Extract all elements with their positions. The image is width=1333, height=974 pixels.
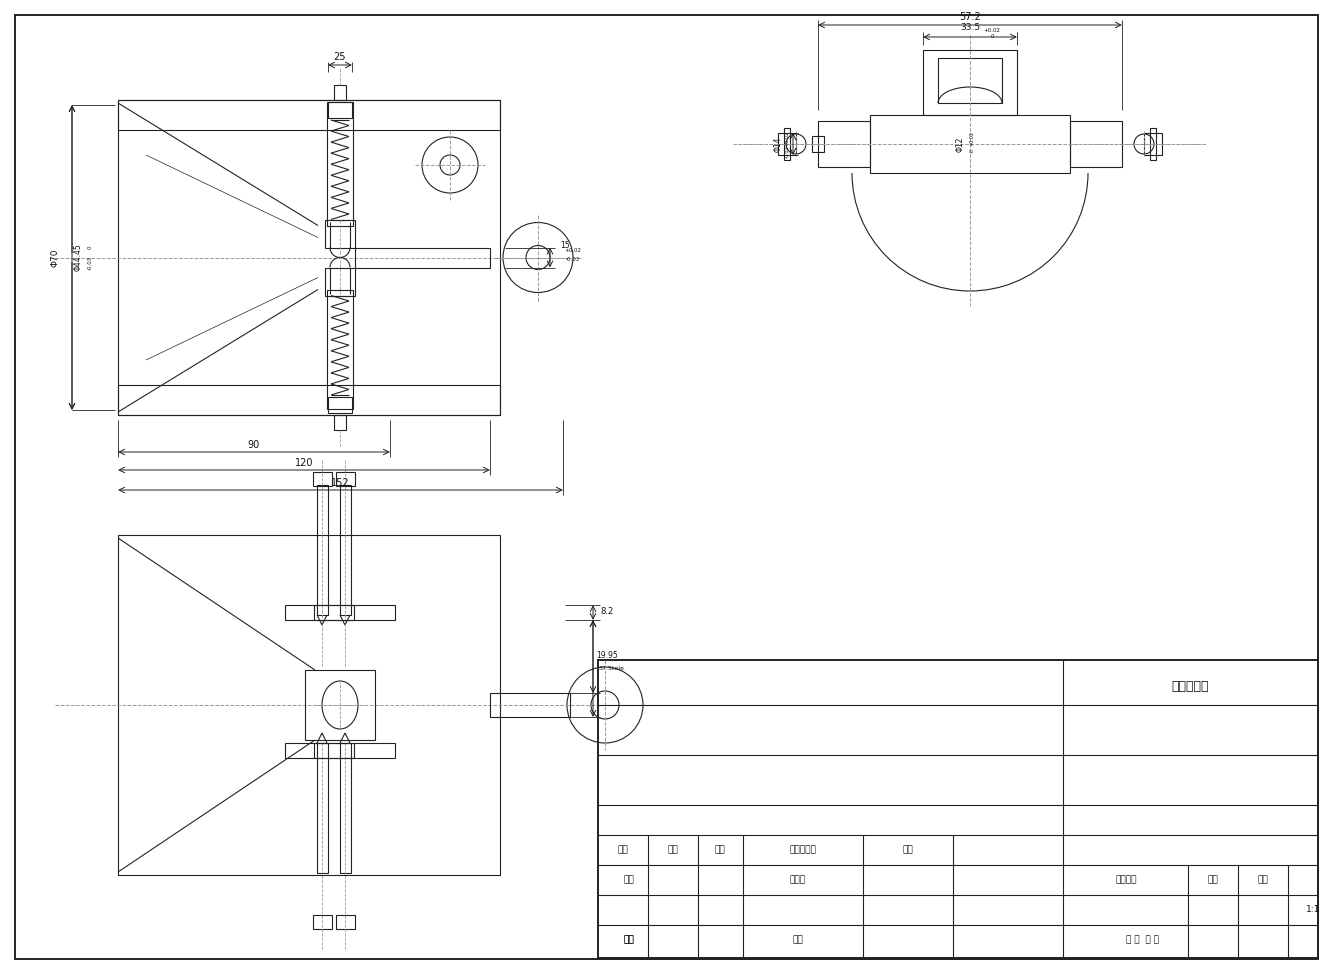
- Bar: [812, 136, 824, 152]
- Text: Φ44.45: Φ44.45: [73, 244, 83, 272]
- Bar: [778, 133, 796, 155]
- Text: 批准: 批准: [793, 935, 804, 945]
- Text: 阶段标记: 阶段标记: [1116, 876, 1137, 884]
- Text: -0: -0: [969, 149, 974, 154]
- Text: 90: 90: [248, 440, 260, 450]
- Bar: [313, 915, 332, 929]
- Text: Φ14: Φ14: [773, 136, 782, 152]
- Bar: [119, 385, 500, 415]
- Text: 120: 120: [295, 458, 313, 468]
- Text: 25: 25: [333, 52, 347, 62]
- Bar: [285, 743, 395, 758]
- Bar: [922, 50, 1017, 115]
- Text: 8.2: 8.2: [600, 608, 613, 617]
- Bar: [1070, 121, 1122, 167]
- Text: 刀夹结构图: 刀夹结构图: [1172, 681, 1209, 693]
- Bar: [340, 743, 351, 873]
- Text: +0.02: +0.02: [564, 248, 581, 253]
- Bar: [599, 660, 1318, 958]
- Text: 15: 15: [560, 241, 569, 250]
- Bar: [1144, 133, 1162, 155]
- Bar: [328, 397, 352, 413]
- Text: 37.5tole: 37.5tole: [599, 665, 624, 670]
- Bar: [317, 485, 328, 615]
- Text: 处数: 处数: [668, 845, 678, 854]
- Text: 0: 0: [88, 245, 92, 249]
- Bar: [870, 115, 1070, 173]
- Bar: [315, 605, 355, 620]
- Bar: [315, 743, 355, 758]
- Text: +0.02: +0.02: [785, 131, 789, 145]
- Text: 57.2: 57.2: [960, 12, 981, 22]
- Bar: [784, 128, 790, 160]
- Bar: [327, 289, 353, 409]
- Text: 19.95: 19.95: [596, 652, 619, 660]
- Bar: [328, 102, 352, 118]
- Text: 标准化: 标准化: [790, 876, 806, 884]
- Text: 152: 152: [331, 478, 349, 488]
- Bar: [340, 485, 351, 615]
- Text: 设计: 设计: [623, 876, 633, 884]
- Bar: [119, 100, 500, 415]
- Bar: [938, 58, 1002, 103]
- Text: 共 张  第 张: 共 张 第 张: [1126, 935, 1160, 945]
- Text: -0.02: -0.02: [785, 146, 789, 159]
- Bar: [325, 268, 355, 295]
- Bar: [119, 535, 500, 875]
- Bar: [336, 915, 355, 929]
- Bar: [1150, 128, 1156, 160]
- Bar: [335, 85, 347, 100]
- Bar: [336, 472, 355, 486]
- Text: 0: 0: [990, 34, 993, 40]
- Text: 审核: 审核: [623, 935, 633, 945]
- Bar: [327, 102, 353, 226]
- Text: 33.5: 33.5: [960, 22, 980, 31]
- Text: Φ12: Φ12: [956, 136, 965, 152]
- Bar: [285, 605, 395, 620]
- Text: 工艺: 工艺: [623, 935, 633, 945]
- Text: +0.02: +0.02: [969, 131, 974, 145]
- Text: 1:1: 1:1: [1306, 906, 1320, 915]
- Text: 签名: 签名: [902, 845, 913, 854]
- Text: Φ70: Φ70: [51, 248, 60, 267]
- Text: 比例: 比例: [1257, 876, 1269, 884]
- Bar: [491, 693, 571, 717]
- Bar: [335, 415, 347, 430]
- Bar: [119, 100, 500, 130]
- Text: -0.03: -0.03: [88, 255, 92, 270]
- Bar: [325, 219, 355, 247]
- Text: 更改文件号: 更改文件号: [789, 845, 816, 854]
- Text: 标记: 标记: [617, 845, 628, 854]
- Bar: [355, 247, 491, 268]
- Bar: [818, 121, 870, 167]
- Text: 重量: 重量: [1208, 876, 1218, 884]
- Bar: [305, 670, 375, 740]
- Text: -0.03: -0.03: [567, 257, 580, 262]
- Bar: [313, 472, 332, 486]
- Bar: [317, 743, 328, 873]
- Text: +0.02: +0.02: [984, 27, 1001, 32]
- Text: 分区: 分区: [714, 845, 725, 854]
